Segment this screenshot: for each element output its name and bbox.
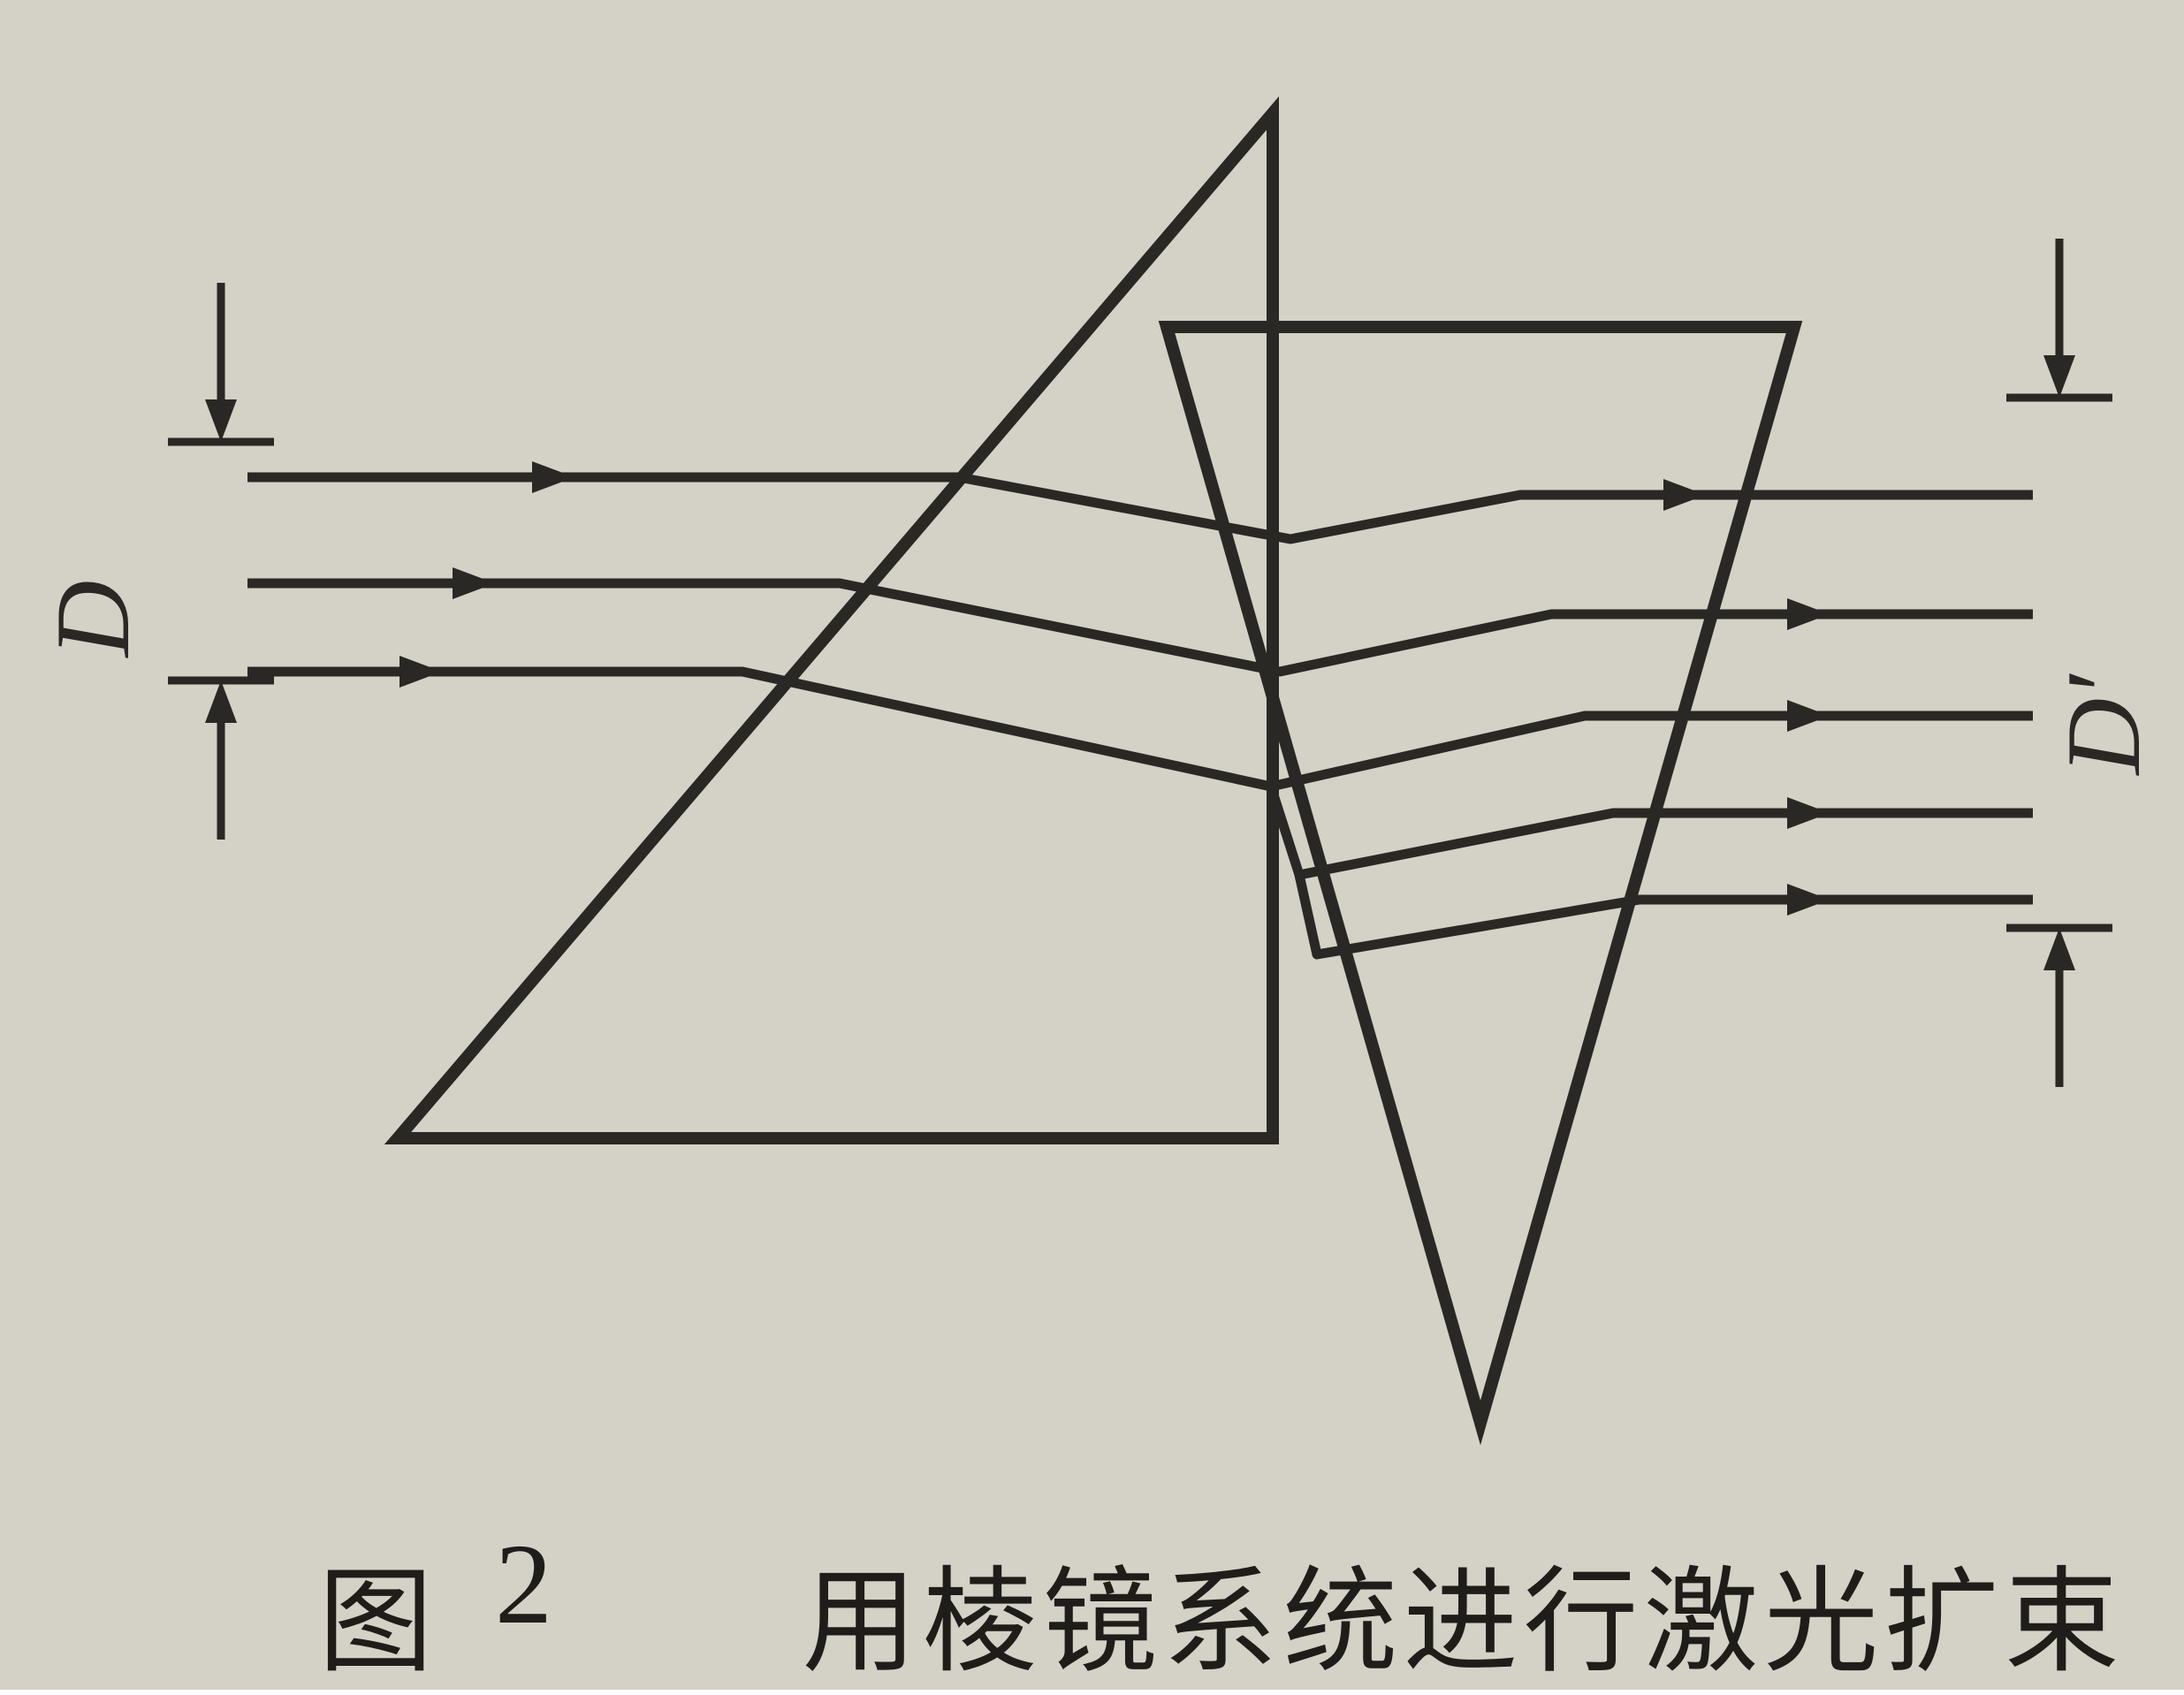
output-diameter-label: D′: [2044, 673, 2162, 777]
diagram-background: [0, 0, 2184, 1690]
figure-page: D D′ 图 2 用棱镜系统进行激光扩束: [0, 0, 2184, 1690]
prism-beam-expander-diagram: D D′: [0, 0, 2184, 1690]
input-diameter-label: D: [34, 581, 151, 659]
figure-caption: 用棱镜系统进行激光扩束: [0, 1529, 2184, 1695]
